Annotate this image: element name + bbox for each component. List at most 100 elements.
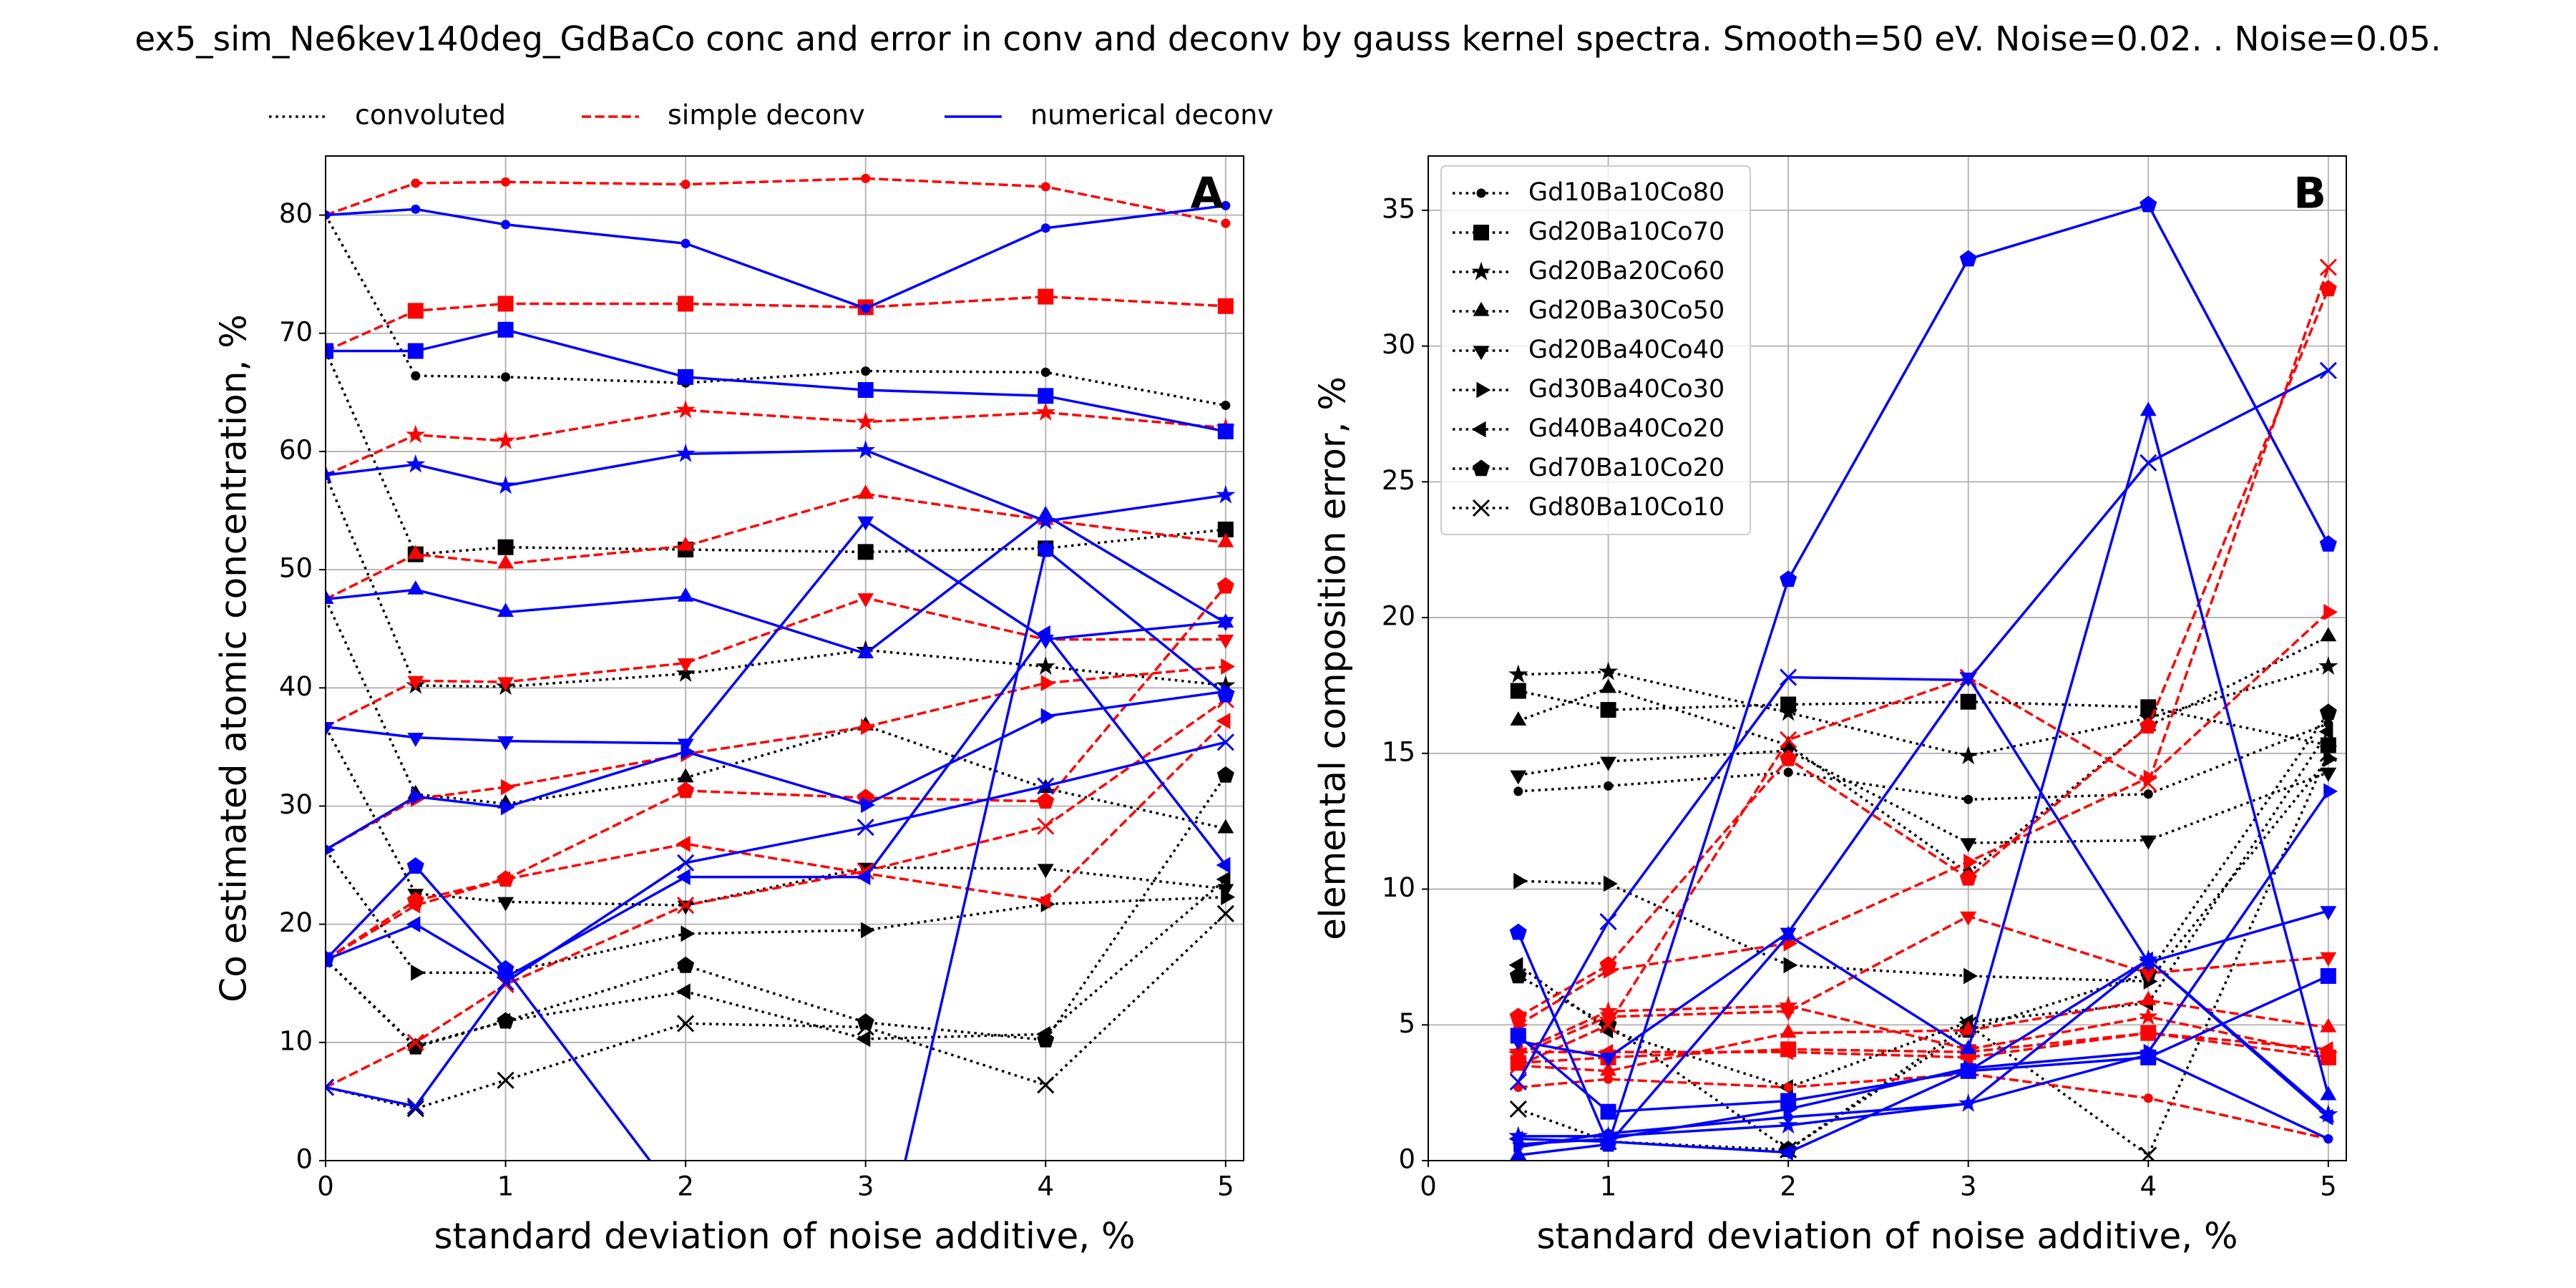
data-point	[1598, 661, 1619, 680]
data-point	[1963, 967, 1978, 985]
axes-frame	[1428, 155, 2347, 1161]
data-point	[1221, 401, 1231, 411]
legend-marker	[1471, 421, 1486, 438]
data-point	[1216, 577, 1234, 594]
data-point	[1600, 1012, 1617, 1027]
data-point	[677, 897, 695, 914]
series-line	[1518, 1031, 2329, 1065]
data-point	[1037, 864, 1054, 879]
data-point	[2320, 967, 2336, 984]
data-point	[680, 925, 696, 942]
data-point	[2319, 744, 2337, 762]
data-point	[406, 857, 424, 874]
data-point	[856, 869, 871, 886]
data-point	[1958, 1093, 1979, 1112]
data-point	[677, 658, 694, 673]
data-point	[1600, 702, 1616, 718]
y-axis-label: Co estimated atomic concentration, %	[213, 314, 255, 1002]
series-line	[1517, 975, 2329, 1113]
data-point	[1217, 298, 1234, 314]
data-point	[678, 369, 694, 385]
data-point	[1216, 871, 1231, 888]
legend-label: simple deconv	[668, 99, 865, 131]
data-point	[500, 779, 515, 796]
x-tick-label: 1	[497, 1171, 514, 1202]
data-point	[406, 891, 424, 908]
data-point	[326, 590, 334, 605]
data-point	[2140, 717, 2157, 734]
data-point	[1959, 869, 1977, 886]
x-axis-label: standard deviation of noise additive, %	[1536, 1216, 2238, 1257]
y-tick-label: 20	[1382, 601, 1415, 632]
data-point	[1600, 1061, 1617, 1076]
data-point	[1958, 1063, 1974, 1080]
data-point	[2140, 835, 2157, 850]
data-point	[675, 443, 696, 462]
data-point	[2320, 767, 2337, 782]
legend-label: Gd80Ba10Co10	[1528, 493, 1724, 522]
data-point	[497, 321, 514, 338]
data-point	[2143, 1093, 2153, 1103]
y-tick-label: 70	[279, 316, 313, 347]
data-point	[677, 956, 695, 973]
data-point	[1508, 1131, 1523, 1148]
data-point	[2140, 990, 2157, 1005]
data-point	[1600, 678, 1617, 693]
axes-frame	[325, 155, 1244, 1161]
legend-marker	[1473, 346, 1490, 361]
y-tick-label: 30	[279, 789, 313, 820]
data-point	[861, 718, 875, 736]
data-point	[677, 738, 694, 753]
data-point	[2320, 1018, 2337, 1033]
data-point	[677, 768, 694, 783]
data-point	[2143, 1043, 2158, 1060]
data-point	[2320, 906, 2337, 921]
data-point	[1040, 708, 1055, 725]
data-point	[326, 343, 333, 359]
x-axis-label: standard deviation of noise additive, %	[434, 1216, 1135, 1257]
data-point	[2140, 699, 2157, 716]
data-point	[2139, 1025, 2153, 1042]
data-point	[1780, 1023, 1797, 1038]
data-point	[497, 736, 514, 751]
plot-area	[1508, 195, 2338, 1161]
legend-marker	[1476, 188, 1486, 198]
x-tick-label: 4	[2140, 1171, 2157, 1202]
data-point	[497, 296, 514, 312]
series-line	[1518, 914, 2328, 1056]
data-point	[2320, 737, 2336, 753]
series-line	[1518, 749, 2329, 844]
data-point	[1038, 288, 1054, 305]
data-point	[2319, 258, 2337, 276]
data-point	[2318, 723, 2333, 740]
data-point	[497, 1071, 514, 1089]
data-point	[1040, 223, 1050, 233]
data-point	[677, 854, 695, 872]
data-point	[1217, 819, 1234, 834]
data-point	[1216, 675, 1236, 694]
data-point	[675, 983, 691, 1000]
series-line	[1518, 409, 2330, 1157]
data-point	[2140, 454, 2157, 472]
data-point	[675, 869, 691, 886]
data-point	[1040, 182, 1050, 192]
data-point	[857, 819, 874, 836]
legend-marker	[1473, 301, 1490, 316]
data-point	[1780, 927, 1797, 942]
data-point	[406, 1097, 424, 1116]
data-point	[680, 180, 691, 190]
data-point	[857, 644, 874, 658]
data-point	[1217, 532, 1234, 547]
x-tick-label: 5	[1217, 1171, 1234, 1202]
x-tick-label: 2	[677, 1171, 694, 1202]
data-point	[1510, 1146, 1527, 1161]
legend-label: Gd70Ba10Co20	[1528, 454, 1724, 482]
data-point	[857, 544, 874, 560]
data-point	[497, 870, 514, 887]
data-point	[495, 475, 516, 494]
y-tick-label: 60	[279, 434, 313, 465]
data-point	[1780, 749, 1797, 766]
data-point	[1037, 505, 1054, 520]
data-point	[1508, 664, 1528, 683]
